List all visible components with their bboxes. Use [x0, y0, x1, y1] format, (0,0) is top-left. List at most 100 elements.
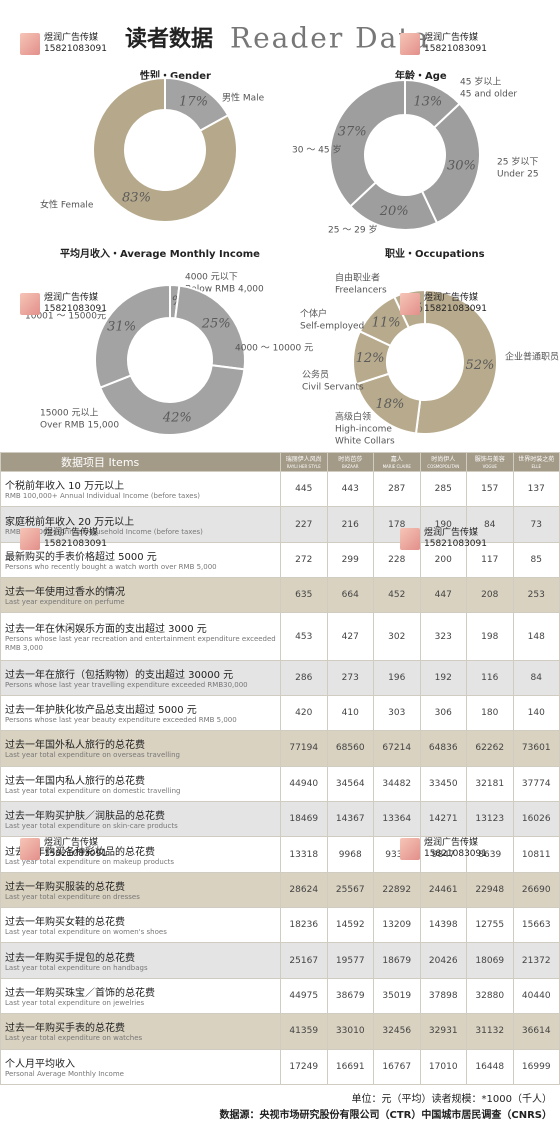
row-label: 过去一年购买护肤／润肤品的总花费 Last year total expendit… [0, 801, 281, 838]
category-label: Below RMB 4,000 [185, 285, 264, 295]
row-label-zh: 过去一年购买珠宝／首饰的总花费 [5, 987, 155, 999]
row-label-en: Last year expenditure on perfume [5, 598, 125, 607]
category-label: 25 ～ 29 岁 [328, 224, 378, 236]
column-name-zh: 服饰与美容 [474, 455, 505, 463]
watermark-logo [400, 838, 420, 860]
category-label: 高级白领 [335, 411, 371, 423]
category-label: 男性 Male [222, 92, 265, 104]
row-label-zh: 过去一年购买各种彩妆品的总花费 [5, 846, 155, 858]
table-cell: 299 [326, 541, 374, 579]
row-label-zh: 过去一年购买手表的总花费 [5, 1023, 125, 1035]
row-label-zh: 个人月平均收入 [5, 1058, 75, 1070]
watermark-text: 煜润广告传媒 15821083091 [44, 293, 107, 315]
table-cell: 33010 [326, 1013, 374, 1050]
table-cell: 37898 [419, 977, 467, 1015]
category-label: 15000 元以上 [40, 408, 99, 419]
table-cell: 302 [373, 612, 421, 661]
table-cell: 13318 [280, 836, 328, 873]
row-label-en: RMB 200,000+ Annual Household Income (be… [5, 527, 203, 536]
watermark-text: 煜润广告传媒 15821083091 [424, 838, 487, 860]
column-header: 时尚伊人 COSMOPOLITAN [419, 452, 467, 472]
category-label: 公务员 [302, 369, 329, 381]
watermark-phone: 15821083091 [44, 304, 107, 314]
column-name-en: VOGUE [482, 463, 497, 469]
value-label: 83% [122, 191, 151, 206]
value-label: 11% [372, 316, 401, 331]
watermark: 煜润广告传媒 15821083091 [20, 838, 107, 860]
table-cell: 84 [466, 506, 514, 543]
table-cell: 452 [373, 577, 421, 614]
table-header: 数据项目 Items 瑞丽伊人风尚 RAYLI HER STYLE 时尚芭莎 BAZAA… [0, 452, 560, 472]
category-label: 4000 ～ 10000 元 [235, 344, 313, 354]
row-label-en: Last year total expenditure on makeup pr… [5, 857, 175, 866]
table-cell: 410 [326, 694, 374, 732]
table-cell: 443 [326, 470, 374, 508]
watermark: 煜润广告传媒 15821083091 [400, 293, 487, 315]
row-label: 过去一年国内私人旅行的总花费 Last year total expenditur… [0, 765, 281, 803]
table-cell: 73 [512, 506, 560, 543]
category-label: 10001 ～ 15000元 [25, 312, 106, 322]
column-name-en: MARIE CLAIRE [382, 463, 411, 469]
table-row: 过去一年购买护肤／润肤品的总花费 Last year total expendit… [0, 801, 560, 838]
value-label: 25% [201, 317, 231, 332]
table-cell: 20426 [419, 942, 467, 979]
table-cell: 44975 [280, 977, 328, 1015]
column-name-en: RAYLI HER STYLE [286, 463, 321, 469]
category-label: Freelancers [335, 286, 387, 296]
table-cell: 68560 [326, 730, 374, 767]
watermark-text: 煜润广告传媒 15821083091 [424, 528, 487, 550]
table-cell: 287 [373, 470, 421, 508]
table-row: 过去一年购买女鞋的总花费 Last year total expenditure … [0, 907, 560, 944]
category-label: High-income [335, 425, 392, 435]
row-label-zh: 家庭税前年收入 20 万元以上 [5, 516, 135, 528]
table-cell: 447 [419, 577, 467, 614]
watermark-text: 煜润广告传媒 15821083091 [44, 528, 107, 550]
row-label-en: Persons who recently bought a watch wort… [5, 562, 217, 571]
watermark-phone: 15821083091 [424, 304, 487, 314]
watermark-text: 煜润广告传媒 15821083091 [44, 33, 107, 55]
table-cell: 18236 [280, 907, 328, 944]
row-label: 过去一年购买女鞋的总花费 Last year total expenditure … [0, 907, 281, 944]
table-cell: 31132 [466, 1013, 514, 1050]
value-label: 31% [107, 320, 136, 335]
row-label-en: Last year total expenditure on domestic … [5, 786, 181, 795]
table-row: 过去一年在旅行（包括购物）的支出超过 30000 元 Persons whose … [0, 659, 560, 696]
table-cell: 16026 [512, 801, 560, 838]
table-cell: 253 [512, 577, 560, 614]
table-cell: 33450 [419, 765, 467, 803]
table-cell: 420 [280, 694, 328, 732]
row-label-zh: 过去一年国内私人旅行的总花费 [5, 775, 145, 787]
table-cell: 35019 [373, 977, 421, 1015]
row-label-zh: 过去一年购买服装的总花费 [5, 881, 125, 893]
row-label-zh: 过去一年购买护肤／润肤品的总花费 [5, 811, 165, 823]
watermark-phone: 15821083091 [44, 849, 107, 859]
row-label-en: Last year total expenditure on women's s… [5, 928, 167, 937]
table-cell: 453 [280, 612, 328, 661]
table-cell: 148 [512, 612, 560, 661]
watermark: 煜润广告传媒 15821083091 [20, 33, 107, 55]
watermark: 煜润广告传媒 15821083091 [400, 33, 487, 55]
row-label: 过去一年在休闲娱乐方面的支出超过 3000 元 Persons whose las… [0, 612, 281, 661]
table-cell: 28624 [280, 871, 328, 909]
table-cell: 73601 [512, 730, 560, 767]
watermark-text: 煜润广告传媒 15821083091 [424, 33, 487, 55]
table-cell: 140 [512, 694, 560, 732]
table-cell: 137 [512, 470, 560, 508]
table-cell: 77194 [280, 730, 328, 767]
table-cell: 25567 [326, 871, 374, 909]
table-cell: 227 [280, 506, 328, 543]
table-cell: 67214 [373, 730, 421, 767]
chart-title: 职业・Occupations [385, 247, 485, 260]
category-label: 45 and older [460, 90, 517, 100]
row-label: 家庭税前年收入 20 万元以上 RMB 200,000+ Annual House… [0, 506, 281, 543]
watermark-name: 煜润广告传媒 [424, 838, 479, 848]
unit-note: 单位：元（平均）读者规模：*1000（千人） [351, 1094, 552, 1105]
table-cell: 18469 [280, 801, 328, 838]
data-table: 数据项目 Items 瑞丽伊人风尚 RAYLI HER STYLE 时尚芭莎 BAZAA… [0, 452, 560, 1086]
column-name-zh: 嘉人 [390, 455, 403, 463]
table-cell: 14592 [326, 907, 374, 944]
category-label: 个体户 [300, 308, 327, 320]
row-label-en: Last year total expenditure on dresses [5, 892, 140, 901]
table-cell: 21372 [512, 942, 560, 979]
